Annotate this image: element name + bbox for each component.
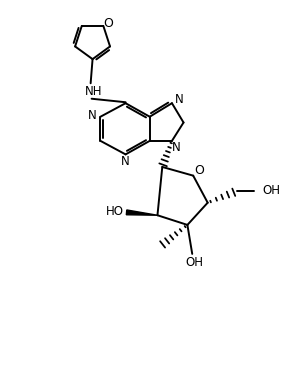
Text: N: N: [171, 141, 180, 154]
Text: N: N: [121, 155, 130, 168]
Polygon shape: [126, 210, 157, 215]
Text: N: N: [88, 109, 97, 122]
Text: O: O: [194, 164, 204, 177]
Text: OH: OH: [185, 256, 203, 269]
Text: O: O: [103, 17, 113, 29]
Text: HO: HO: [106, 205, 124, 218]
Text: N: N: [175, 93, 184, 106]
Text: OH: OH: [263, 184, 281, 197]
Text: NH: NH: [85, 85, 102, 99]
